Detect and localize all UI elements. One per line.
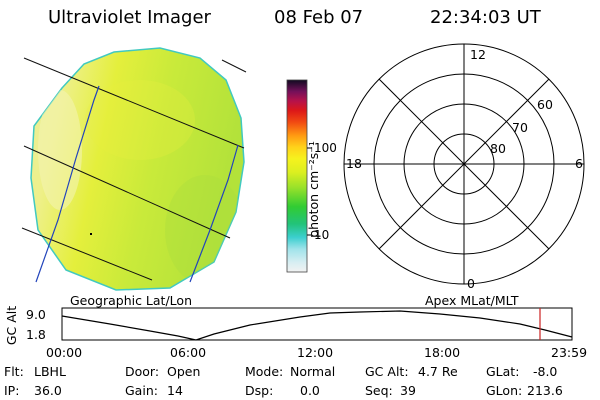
altitude-ytick-low: 1.8 (26, 327, 46, 342)
gcalt-value: 4.7 Re (418, 364, 458, 379)
mlat-label-80: 80 (490, 141, 506, 156)
geo-meridian-lines (35, 85, 239, 283)
dsp-value: 0.0 (300, 383, 320, 398)
glon-value: 213.6 (527, 383, 563, 398)
instrument-title: Ultraviolet Imager (48, 7, 211, 28)
right-panel-caption: Apex MLat/MLT (425, 293, 519, 308)
mlat-label-70: 70 (512, 120, 528, 135)
mlt-label-0: 0 (467, 276, 475, 291)
mlt-label-12: 12 (470, 47, 486, 62)
disk-texture (38, 80, 244, 285)
colorbar-unit-label: photon cm⁻²s⁻¹ (305, 141, 321, 238)
altitude-xtick-0000: 00:00 (46, 345, 83, 360)
gcalt-label: GC Alt: (365, 364, 409, 379)
mlt-label-18: 18 (346, 156, 362, 171)
seq-label: Seq: (365, 383, 393, 398)
glat-value: -8.0 (533, 364, 558, 379)
left-panel-caption: Geographic Lat/Lon (70, 293, 192, 308)
door-value: Open (167, 364, 201, 379)
ip-value: 36.0 (34, 383, 62, 398)
glat-label: GLat: (486, 364, 520, 379)
altitude-xtick-2359: 23:59 (551, 345, 588, 360)
image-date: 08 Feb 07 (274, 7, 364, 28)
mlat-label-60: 60 (537, 97, 553, 112)
altitude-xtick-0600: 06:00 (170, 345, 207, 360)
colorbar-tick-100: 100 (314, 141, 337, 155)
altitude-xtick-1800: 18:00 (424, 345, 461, 360)
altitude-curve (61, 310, 573, 341)
colorbar-tick-10: 10 (314, 228, 330, 242)
flt-label: Flt: (4, 364, 24, 379)
altitude-plot-frame (61, 307, 573, 341)
colorbar-ticks (307, 147, 312, 236)
earth-disk-image (30, 47, 245, 291)
image-time: 22:34:03 UT (430, 7, 541, 28)
gain-value: 14 (167, 383, 183, 398)
altitude-axis-title: GC Alt (4, 305, 20, 346)
disk-artifact (90, 233, 92, 235)
geo-grid-lines (21, 57, 247, 281)
flt-value: LBHL (34, 364, 66, 379)
mode-value: Normal (290, 364, 336, 379)
mlt-label-6: 6 (575, 156, 583, 171)
polar-grid (343, 43, 585, 285)
mode-label: Mode: (245, 364, 284, 379)
colorbar (286, 79, 308, 273)
ip-label: IP: (4, 383, 20, 398)
door-label: Door: (125, 364, 160, 379)
altitude-xtick-1200: 12:00 (297, 345, 334, 360)
seq-value: 39 (400, 383, 416, 398)
dsp-label: Dsp: (245, 383, 274, 398)
altitude-ytick-high: 9.0 (26, 307, 46, 322)
gain-label: Gain: (125, 383, 158, 398)
glon-label: GLon: (486, 383, 523, 398)
